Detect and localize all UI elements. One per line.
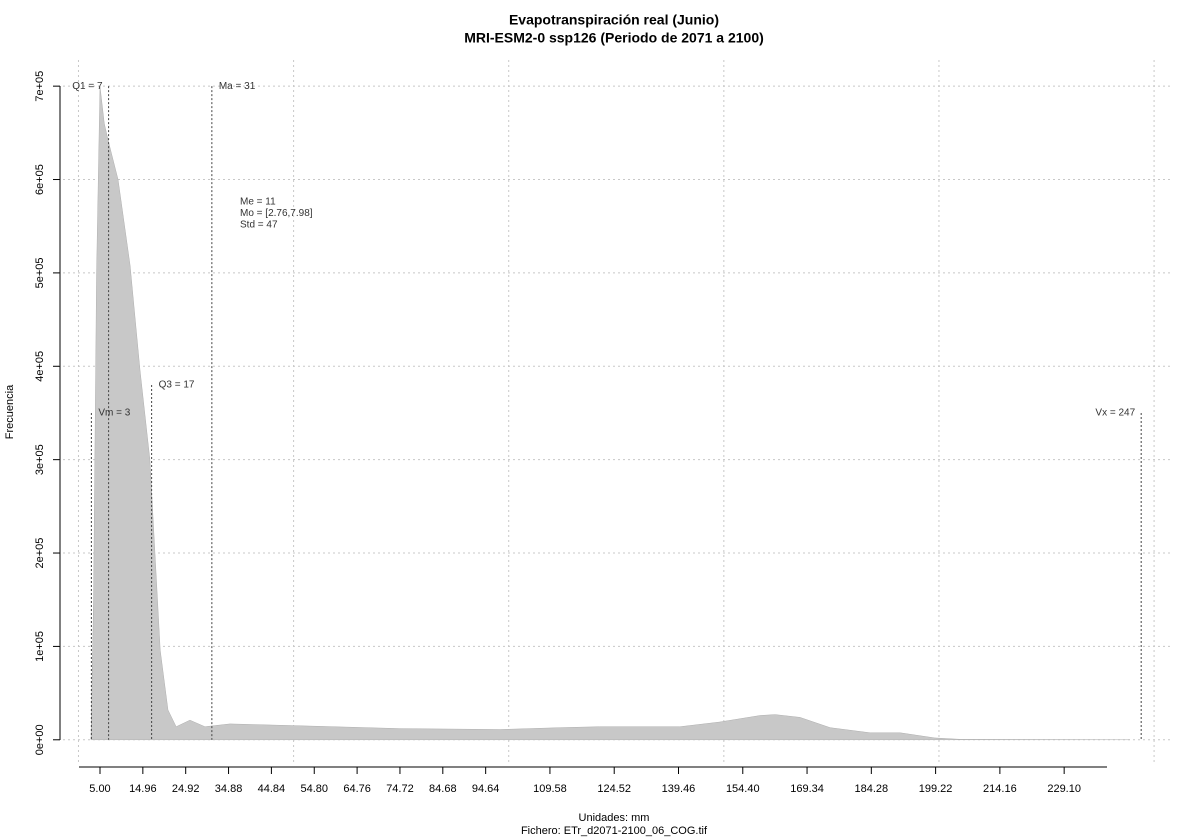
y-tick-label: 2e+05: [34, 538, 46, 569]
chart-title: Evapotranspiración real (Junio): [509, 12, 719, 28]
stat-label: Vx = 247: [1095, 408, 1135, 419]
y-tick-label: 6e+05: [34, 164, 46, 195]
stat-label: Ma = 31: [219, 81, 256, 92]
density-area: [90, 86, 1130, 741]
x-tick-label: 109.58: [533, 783, 567, 795]
y-tick-label: 7e+05: [34, 71, 46, 102]
x-tick-label: 94.64: [472, 783, 500, 795]
stat-label: Q1 = 7: [72, 81, 103, 92]
x-tick-label: 184.28: [854, 783, 888, 795]
y-tick-label: 5e+05: [34, 257, 46, 288]
x-tick-label: 44.84: [258, 783, 286, 795]
chart-subtitle: MRI-ESM2-0 ssp126 (Periodo de 2071 a 210…: [464, 30, 764, 46]
caption: Fichero: ETr_d2071-2100_06_COG.tif: [521, 825, 708, 837]
stat-annotation: Mo = [2.76,7.98]: [240, 208, 313, 219]
x-tick-label: 14.96: [129, 783, 157, 795]
x-tick-label: 64.76: [343, 783, 371, 795]
y-axis-label: Frecuencia: [4, 384, 16, 439]
x-tick-label: 229.10: [1047, 783, 1081, 795]
x-tick-label: 169.34: [790, 783, 824, 795]
y-tick-label: 1e+05: [34, 631, 46, 662]
x-tick-label: 139.46: [662, 783, 696, 795]
stat-label: Q3 = 17: [159, 380, 195, 391]
x-tick-label: 124.52: [597, 783, 631, 795]
y-tick-label: 4e+05: [34, 351, 46, 382]
x-tick-label: 5.00: [89, 783, 110, 795]
stat-annotation: Std = 47: [240, 220, 278, 231]
x-tick-label: 154.40: [726, 783, 760, 795]
x-tick-label: 24.92: [172, 783, 200, 795]
x-tick-label: 214.16: [983, 783, 1017, 795]
x-tick-label: 54.80: [300, 783, 328, 795]
x-tick-label: 199.22: [919, 783, 953, 795]
stat-annotation: Me = 11: [240, 197, 276, 208]
stat-label: Vm = 3: [98, 408, 130, 419]
y-tick-label: 3e+05: [34, 444, 46, 475]
x-tick-label: 84.68: [429, 783, 457, 795]
x-tick-label: 34.88: [215, 783, 243, 795]
x-tick-label: 74.72: [386, 783, 414, 795]
y-tick-label: 0e+00: [34, 724, 46, 755]
x-axis-label: Unidades: mm: [579, 812, 650, 824]
